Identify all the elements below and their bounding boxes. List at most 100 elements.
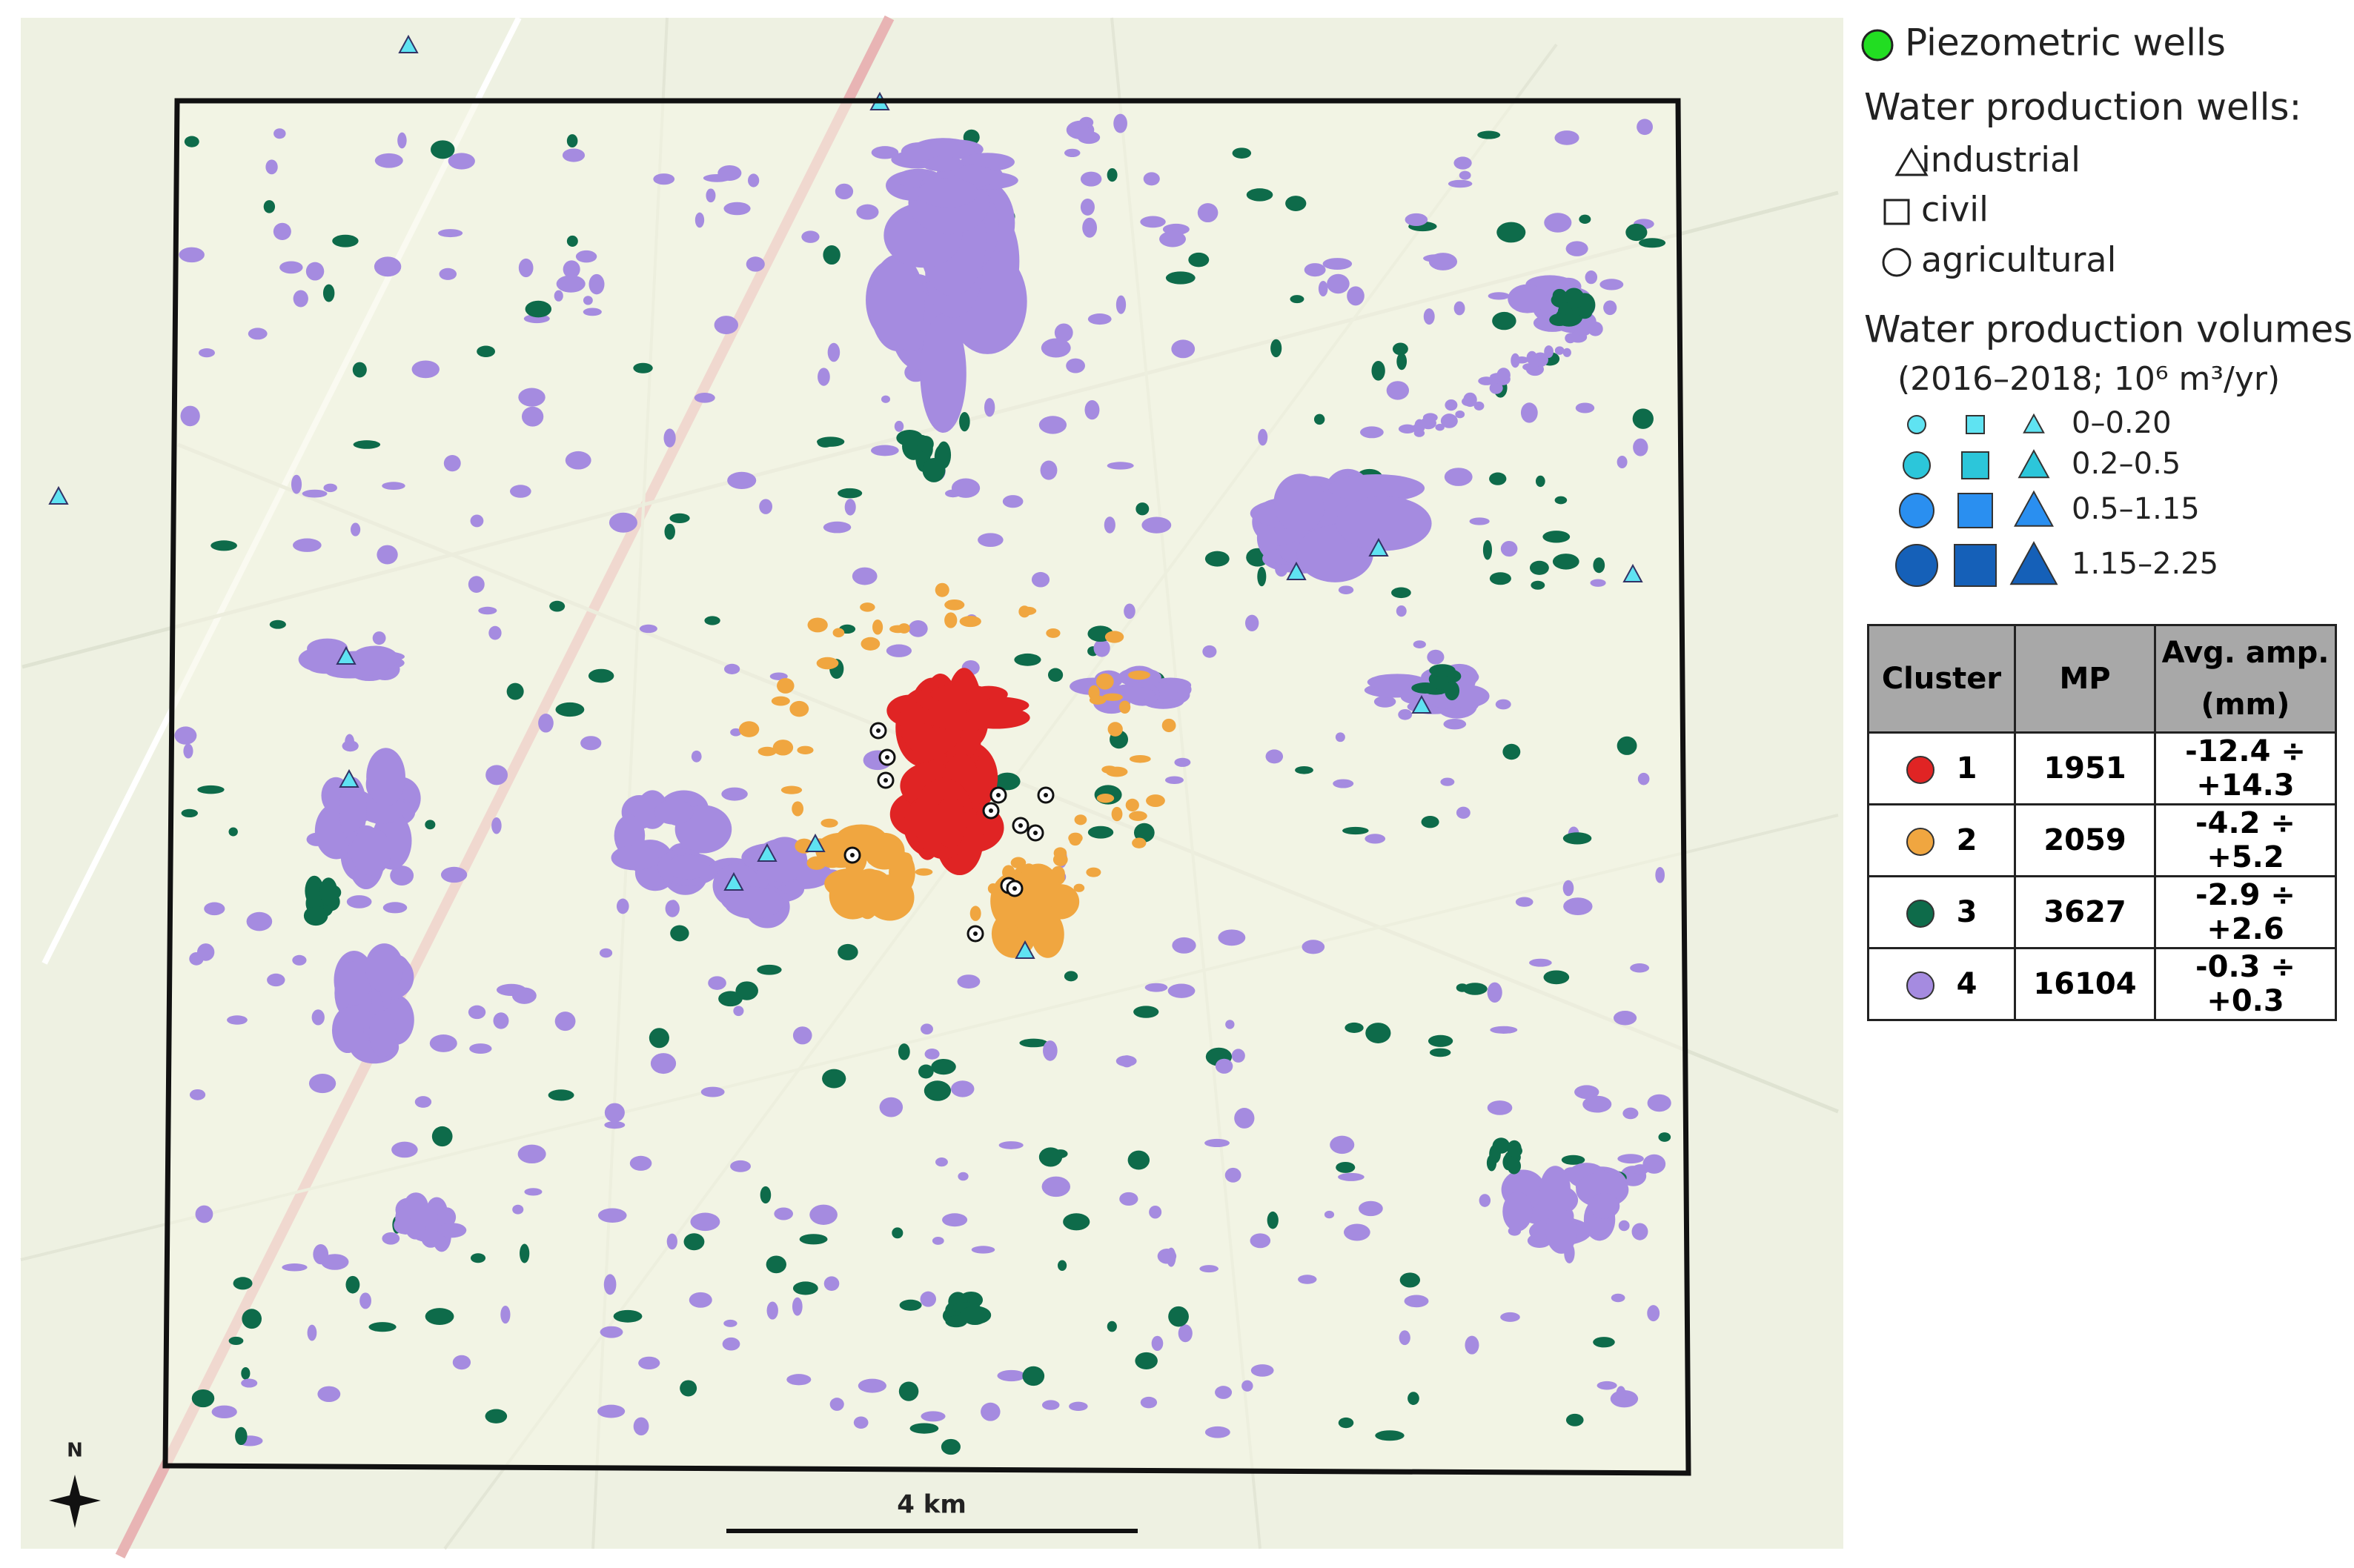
ps-point (267, 973, 285, 987)
ps-blob (654, 799, 694, 825)
ps-point (1084, 400, 1100, 420)
ps-point (935, 1157, 948, 1167)
ps-point (1625, 223, 1648, 242)
ps-point (1616, 1386, 1626, 1404)
ps-blob (1398, 424, 1416, 433)
ps-blob (921, 156, 964, 172)
ps-point (1250, 1233, 1271, 1249)
ps-point (1622, 1107, 1639, 1120)
ps-point (562, 148, 586, 162)
ps-point (1360, 426, 1384, 439)
ps-point (1343, 1223, 1370, 1241)
ps-point (638, 1356, 660, 1369)
ps-point (1204, 1426, 1230, 1438)
ps-blob (365, 943, 404, 993)
ps-point (1330, 1135, 1355, 1155)
ps-point (1489, 572, 1511, 585)
ps-point (1421, 816, 1439, 828)
ps-point (506, 682, 524, 700)
ps-blob (303, 906, 328, 926)
ps-point (1151, 1335, 1164, 1351)
ps-point (777, 677, 795, 694)
well-industrial (723, 871, 744, 891)
ps-point (1405, 213, 1428, 227)
ps-point (554, 1011, 576, 1032)
ps-point (1069, 1401, 1088, 1412)
ps-point (292, 954, 307, 966)
ps-blob (351, 827, 391, 876)
ps-blob (1562, 348, 1571, 357)
cluster-swatch (1906, 828, 1934, 856)
ps-point (1104, 631, 1124, 643)
ps-blob (305, 879, 322, 908)
ps-point (414, 1096, 432, 1108)
ps-point (1041, 1400, 1060, 1410)
ps-point (1105, 766, 1128, 777)
ps-blob (437, 1223, 467, 1238)
table-cell: -2.9 ÷ +2.6 (2154, 875, 2337, 949)
ps-point (305, 262, 325, 281)
ps-blob (869, 254, 925, 351)
ps-point (307, 1324, 317, 1341)
ps-point (818, 368, 830, 386)
ps-point (1482, 539, 1492, 560)
ps-point (440, 866, 468, 883)
ps-point (273, 128, 286, 139)
ps-point (1617, 1154, 1644, 1164)
ps-point (733, 1006, 744, 1017)
volume-triangle (2014, 490, 2054, 527)
ps-point (1345, 1022, 1364, 1033)
ps-point (1342, 826, 1369, 835)
ps-point (823, 245, 841, 265)
header-cell: Avg. amp. (mm) (2154, 624, 2337, 734)
ps-blob (1554, 346, 1565, 355)
ps-point (852, 567, 878, 585)
ps-point (838, 943, 858, 960)
ps-point (282, 1263, 308, 1272)
ps-point (431, 1126, 453, 1147)
ps-point (1267, 1211, 1279, 1229)
well-industrial (805, 833, 826, 852)
ps-point (588, 668, 614, 683)
ps-point (1462, 983, 1488, 995)
ps-blob (1515, 356, 1529, 364)
ps-point (633, 362, 653, 373)
ps-blob (901, 142, 938, 162)
piezometric-dot (1018, 823, 1023, 828)
ps-point (1338, 1417, 1354, 1429)
ps-point (1172, 937, 1196, 954)
ps-point (704, 616, 720, 625)
ps-point (1022, 1366, 1045, 1386)
well-industrial (1286, 561, 1307, 580)
ps-blob (1549, 313, 1570, 327)
ps-point (809, 1204, 838, 1225)
ps-point (780, 785, 803, 794)
ps-point (1244, 614, 1259, 632)
ps-point (669, 513, 690, 523)
table-row: 1 1951 -12.4 ÷ +14.3 (1867, 731, 2337, 805)
ps-point (797, 745, 814, 754)
ps-point (1365, 1023, 1391, 1043)
ps-point (748, 173, 760, 187)
ps-point (191, 1389, 215, 1408)
ps-point (1637, 772, 1650, 785)
ps-point (941, 1438, 961, 1455)
ps-point (772, 740, 794, 756)
table-row: 2 2059 -4.2 ÷ +5.2 (1867, 803, 2337, 877)
cell-text: 2 (1956, 823, 1977, 857)
ps-point (822, 1069, 846, 1089)
ps-blob (1508, 284, 1548, 313)
ps-point (265, 159, 278, 175)
ps-point (1073, 883, 1085, 892)
ps-point (235, 1426, 248, 1446)
ps-point (666, 1233, 677, 1250)
ps-point (738, 721, 760, 737)
ps-point (871, 146, 899, 159)
ps-point (918, 1064, 934, 1079)
table-cell: 3627 (2014, 875, 2156, 949)
cell-text: 4 (1956, 967, 1977, 1001)
ps-point (629, 1155, 652, 1171)
ps-point (1197, 203, 1219, 223)
ps-point (241, 1378, 258, 1388)
ps-point (1359, 1200, 1383, 1217)
